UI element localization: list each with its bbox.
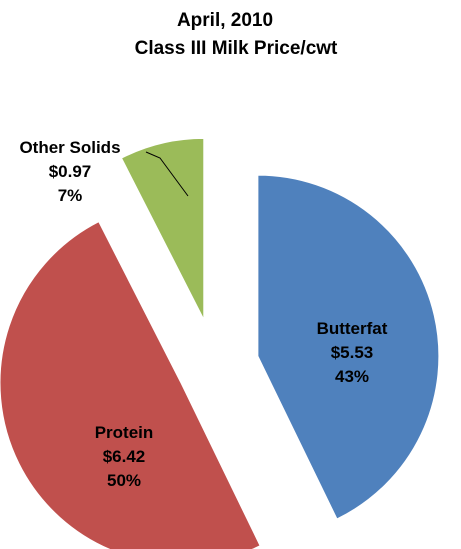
slice-label-percent-protein: 50% [107,471,141,490]
chart-title: April, 2010 [177,10,273,31]
slice-label-value-protein: $6.42 [103,447,146,466]
slice-label-name-protein: Protein [95,423,154,442]
slice-label-value-butterfat: $5.53 [331,343,374,362]
slice-label-percent-other-solids: 7% [58,186,83,205]
pie-slice-protein [0,221,261,549]
slice-label-name-butterfat: Butterfat [317,319,388,338]
leader-line-other-solids [145,151,189,197]
chart-subtitle: Class III Milk Price/cwt [135,38,338,59]
pie-labels: Butterfat $5.53 43% Protein $6.42 50% Other So… [19,138,387,490]
pie-slice-butterfat [257,174,440,520]
pie-slices [0,137,440,549]
slice-label-value-other-solids: $0.97 [49,162,92,181]
pie-slice-other-solids [120,137,205,320]
slice-label-name-other-solids: Other Solids [19,138,120,157]
slice-label-percent-butterfat: 43% [335,367,369,386]
